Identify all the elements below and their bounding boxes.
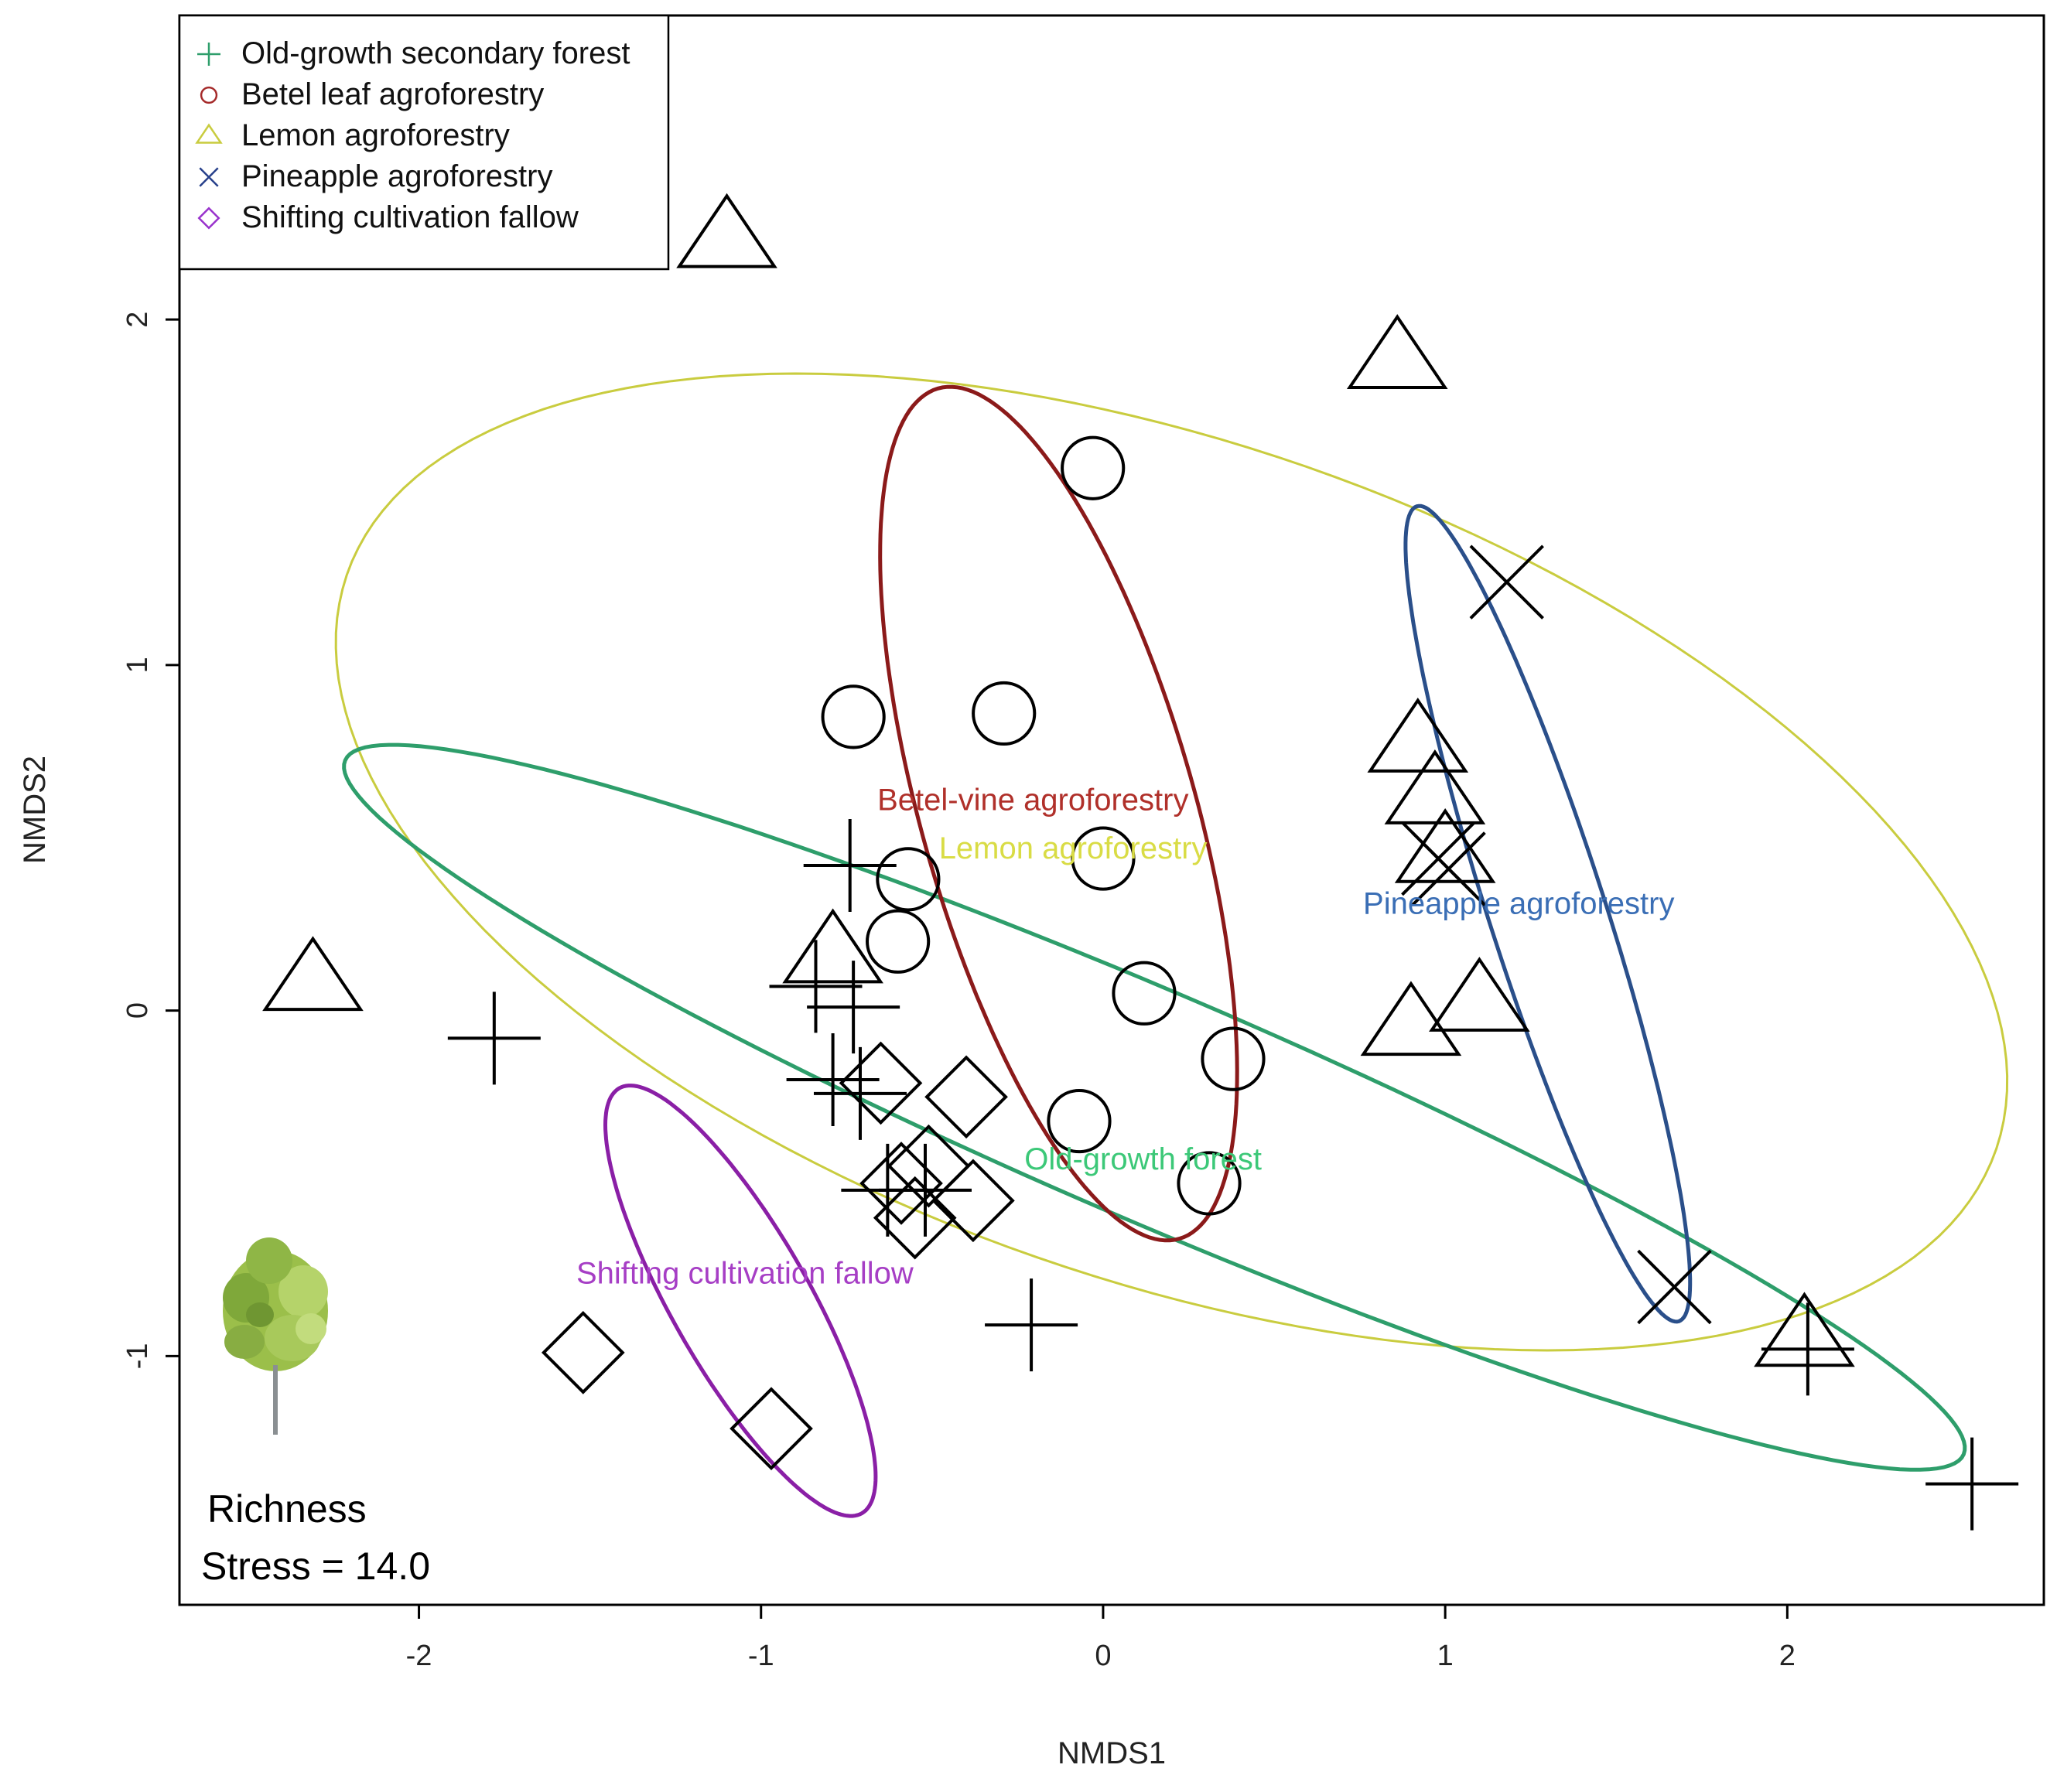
point-diamond (873, 1176, 957, 1260)
legend-symbol-plus (197, 43, 220, 66)
legend-box (178, 14, 670, 271)
point-plus (447, 992, 541, 1085)
point-cross (1411, 831, 1486, 906)
legend-label: Betel leaf agroforestry (241, 77, 544, 111)
point-diamond (730, 1387, 813, 1470)
group-label-shifting-cultivation-fallow: Shifting cultivation fallow (576, 1257, 914, 1291)
x-tick-label: -2 (406, 1640, 432, 1672)
ellipse-betel-leaf-agroforestry (878, 384, 1239, 1243)
legend-symbol-triangle (195, 123, 223, 144)
legend-label: Old-growth secondary forest (241, 36, 630, 70)
tree-icon (223, 1237, 328, 1435)
ellipse-old-growth-secondary-forest (342, 742, 1967, 1472)
point-circle (1112, 961, 1177, 1026)
ellipse-shifting-cultivation-fallow (603, 1084, 878, 1518)
point-plus (985, 1278, 1078, 1372)
annotation-richness: Richness (207, 1487, 367, 1531)
legend-item-betel-leaf-agroforestry: Betel leaf agroforestry (200, 77, 544, 111)
point-plus (1761, 1302, 1854, 1396)
annotation-stress: Stress = 14.0 (201, 1545, 430, 1588)
series-lemon-agroforestry (262, 193, 1855, 1367)
point-triangle (1429, 957, 1530, 1032)
point-circle (1071, 826, 1136, 891)
group-label-old-growth-forest: Old-growth forest (1024, 1142, 1262, 1176)
y-tick-label: -1 (121, 1343, 154, 1369)
plot-frame (178, 14, 2045, 1606)
point-triangle (1384, 749, 1486, 824)
point-circle (972, 681, 1037, 746)
legend-symbol-cross (199, 167, 219, 187)
point-plus (786, 1033, 880, 1126)
ellipse-pineapple-agroforestry (1403, 503, 1693, 1324)
ellipse-lemon-agroforestry (334, 372, 2009, 1352)
group-label-pineapple-agroforestry: Pineapple agroforestry (1363, 887, 1674, 921)
y-tick-label: 2 (121, 312, 154, 328)
series-old-growth-secondary-forest (447, 818, 2019, 1531)
legend-item-pineapple-agroforestry: Pineapple agroforestry (199, 159, 552, 193)
point-cross (1637, 1249, 1712, 1325)
y-tick-label: 1 (121, 657, 154, 673)
legend-item-old-growth-secondary-forest: Old-growth secondary forest (197, 36, 630, 70)
point-cross (1469, 544, 1544, 620)
series-betel-leaf-agroforestry (821, 435, 1266, 1216)
point-circle (1061, 435, 1126, 500)
x-tick-label: 2 (1779, 1640, 1796, 1672)
point-diamond (887, 1124, 971, 1208)
legend-label: Pineapple agroforestry (241, 159, 552, 193)
point-circle (876, 847, 941, 912)
y-axis-label: NMDS2 (18, 756, 52, 864)
series-shifting-cultivation-fallow (541, 1041, 1015, 1470)
point-triangle (1754, 1292, 1855, 1367)
confidence-ellipses (334, 372, 2009, 1518)
legend-item-lemon-agroforestry: Lemon agroforestry (195, 118, 510, 152)
point-circle (1177, 1151, 1242, 1216)
point-circle (866, 909, 931, 974)
point-triangle (1394, 808, 1496, 883)
legend: Old-growth secondary forest Betel leaf ag… (178, 14, 670, 271)
group-label-betel-vine-agroforestry: Betel-vine agroforestry (877, 783, 1188, 817)
point-diamond (931, 1159, 1015, 1243)
point-plus (807, 961, 900, 1054)
point-diamond (859, 1142, 943, 1225)
point-diamond (839, 1041, 923, 1125)
point-triangle (1346, 314, 1448, 389)
legend-symbol-circle (200, 86, 218, 104)
axes: -2 -1 0 1 2 -1 0 1 2 (121, 312, 1796, 1672)
group-labels: Betel-vine agroforestry Lemon agroforestr… (576, 783, 1675, 1291)
x-tick-label: 1 (1437, 1640, 1454, 1672)
point-triangle (262, 936, 364, 1012)
x-tick-label: 0 (1095, 1640, 1111, 1672)
point-diamond (541, 1311, 625, 1394)
data-points (262, 193, 2019, 1531)
point-plus (1925, 1437, 2019, 1531)
point-triangle (1367, 698, 1469, 773)
point-diamond (924, 1055, 1008, 1139)
legend-label: Shifting cultivation fallow (241, 200, 579, 234)
point-triangle (676, 193, 777, 268)
group-label-lemon-agroforestry: Lemon agroforestry (939, 831, 1208, 865)
point-circle (1201, 1026, 1266, 1091)
legend-symbol-diamond (197, 207, 220, 230)
point-triangle (782, 908, 883, 984)
point-circle (821, 684, 886, 749)
point-circle (1047, 1088, 1112, 1154)
x-axis-label: NMDS1 (1058, 1736, 1166, 1770)
point-plus (769, 940, 863, 1033)
legend-label: Lemon agroforestry (241, 118, 510, 152)
x-tick-label: -1 (748, 1640, 774, 1672)
series-pineapple-agroforestry (1401, 544, 1712, 1325)
legend-item-shifting-cultivation-fallow: Shifting cultivation fallow (197, 200, 579, 234)
y-tick-label: 0 (121, 1002, 154, 1019)
point-triangle (1360, 981, 1462, 1056)
